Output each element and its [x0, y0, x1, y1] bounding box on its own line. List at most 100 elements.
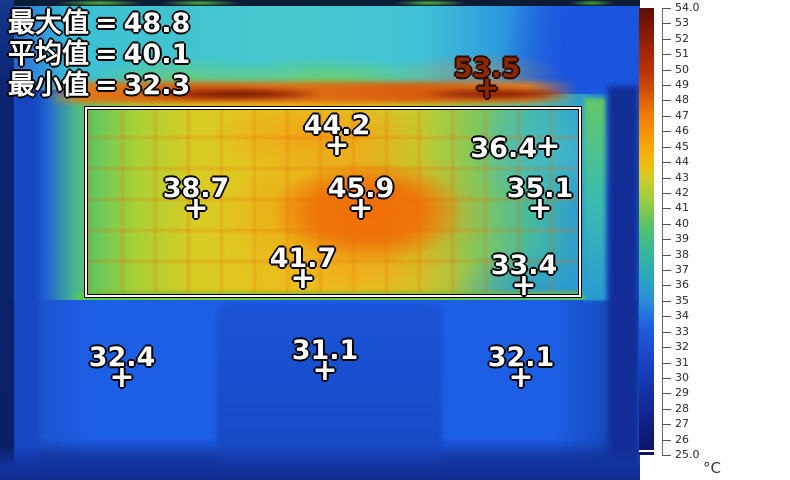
cross-marker-icon: +: [535, 129, 561, 165]
scale-tick-mark: [662, 270, 671, 272]
scale-tick-label: 51: [675, 47, 689, 61]
measurement-value: 45.9: [327, 173, 395, 204]
scale-tick-label: 45: [675, 139, 689, 153]
scale-tick-mark: [662, 38, 671, 40]
stat-value: 48.8: [123, 8, 191, 39]
scale-tick-mark: [662, 23, 671, 25]
roi-rectangle: [85, 107, 581, 297]
equals-sign: =: [95, 8, 118, 39]
measurement-value: 53.5: [453, 53, 521, 84]
scale-tick-label: 53: [675, 16, 689, 30]
scale-tick-mark: [662, 208, 671, 210]
thermal-image: 53.5 +44.2 +36.4 +38.7 +45.9 +35.1 +41.7 +33.4 +…: [0, 0, 640, 480]
scale-tick-mark: [662, 85, 671, 87]
scale-tick-mark: [662, 254, 671, 256]
scale-tick-label: 31: [675, 355, 689, 369]
equals-sign: =: [95, 39, 118, 70]
scale-tick-label: 49: [675, 78, 689, 92]
scale-tick-mark: [662, 439, 671, 441]
keyboard-key-grid: [88, 108, 580, 294]
laptop-left-side: [12, 92, 38, 480]
scale-tick-mark: [662, 362, 671, 364]
scale-tick-mark: [662, 100, 671, 102]
stat-line-min: 最小值 = 32.3: [8, 70, 190, 101]
cross-marker-icon: +: [511, 268, 537, 304]
scale-tick-mark: [662, 455, 671, 456]
scale-tick-label: 30: [675, 370, 689, 384]
scale-tick-label: 43: [675, 170, 689, 184]
scale-tick-label: 28: [675, 401, 689, 415]
scale-min-line: [639, 450, 654, 452]
measurement-value: 33.4: [490, 250, 558, 281]
scale-tick-mark: [662, 69, 671, 71]
scale-tick-label: 26: [675, 432, 689, 446]
laptop-right-deck-strip: [584, 98, 606, 300]
measurement-value: 36.4: [470, 132, 537, 164]
scale-tick-label: 27: [675, 417, 689, 431]
scale-tick-mark: [662, 146, 671, 148]
cross-marker-icon: +: [290, 261, 316, 297]
stats-overlay: 最大值 = 48.8 平均值 = 40.1 最小值 = 32.3: [8, 8, 190, 101]
scale-tick-label: 40: [675, 216, 689, 230]
stat-line-max: 最大值 = 48.8: [8, 8, 190, 39]
scale-tick-mark: [662, 331, 671, 333]
scale-tick-mark: [662, 223, 671, 225]
stat-label: 最大值: [8, 8, 89, 39]
scale-axis: [662, 8, 663, 455]
scale-tick-label: 25.0: [675, 448, 700, 461]
scale-tick-label: 38: [675, 247, 689, 261]
stat-label: 平均值: [8, 39, 89, 70]
scale-tick-mark: [662, 316, 671, 318]
scale-tick-mark: [662, 300, 671, 302]
measurement-value: 32.1: [487, 342, 555, 373]
cross-marker-icon: +: [527, 191, 553, 227]
scale-tick-mark: [662, 239, 671, 241]
scale-unit: °C: [703, 459, 721, 477]
scale-tick-mark: [662, 177, 671, 179]
measurement-value: 31.1: [291, 335, 359, 366]
keyboard-bottom-edge: [78, 293, 586, 301]
scale-tick-mark: [662, 424, 671, 426]
scale-tick-mark: [662, 285, 671, 287]
stat-value: 40.1: [123, 39, 191, 70]
measurement-value: 41.7: [269, 243, 337, 274]
scale-tick-label: 35: [675, 293, 689, 307]
scale-tick-label: 47: [675, 108, 689, 122]
measurement-value: 35.1: [506, 173, 574, 204]
scale-tick-label: 52: [675, 31, 689, 45]
cross-marker-icon: +: [474, 71, 500, 107]
measurement-value: 32.4: [88, 342, 156, 373]
measurement-value: 38.7: [162, 173, 230, 204]
scale-tick-label: 39: [675, 232, 689, 246]
scale-tick-mark: [662, 54, 671, 56]
scale-tick-label: 50: [675, 62, 689, 76]
scale-tick-label: 34: [675, 309, 689, 323]
cross-marker-icon: +: [183, 191, 209, 227]
laptop-right-side: [608, 86, 638, 480]
scale-tick-label: 36: [675, 278, 689, 292]
scale-tick-mark: [662, 347, 671, 349]
measurements-layer: 53.5 +44.2 +36.4 +38.7 +45.9 +35.1 +41.7 +33.4 +…: [88, 53, 574, 396]
cross-marker-icon: +: [312, 353, 338, 389]
scale-tick-label: 44: [675, 155, 689, 169]
scale-tick-label: 41: [675, 201, 689, 215]
keyboard-region: [28, 94, 624, 306]
scale-tick-label: 48: [675, 93, 689, 107]
scale-tick-mark: [662, 8, 671, 9]
stat-value: 32.3: [123, 70, 191, 101]
scale-tick-mark: [662, 377, 671, 379]
scale-tick-label: 46: [675, 124, 689, 138]
screen-top-bezel: [0, 0, 640, 6]
image-left-edge: [0, 0, 14, 480]
scale-tick-label: 29: [675, 386, 689, 400]
cross-marker-icon: +: [348, 191, 374, 227]
scale-tick-label: 42: [675, 185, 689, 199]
hinge-hotspot: [46, 82, 578, 103]
scale-tick-label: 37: [675, 263, 689, 277]
scale-tick-mark: [662, 408, 671, 410]
stat-label: 最小值: [8, 70, 89, 101]
measurement-value: 44.2: [303, 110, 371, 141]
scale-tick-mark: [662, 393, 671, 395]
cross-marker-icon: +: [109, 360, 135, 396]
